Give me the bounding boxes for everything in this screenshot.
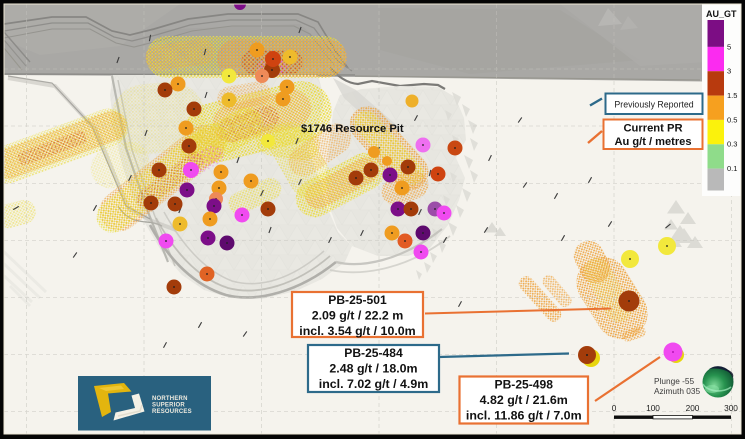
svg-text:Previously Reported: Previously Reported [614, 100, 693, 110]
svg-text:4.82 g/t / 21.6m: 4.82 g/t / 21.6m [480, 393, 568, 407]
svg-text:0.5: 0.5 [727, 115, 737, 124]
svg-text:Plunge -55: Plunge -55 [654, 376, 695, 386]
svg-text:Azimuth 035: Azimuth 035 [654, 386, 701, 396]
svg-text:$1746 Resource Pit: $1746 Resource Pit [301, 123, 404, 135]
svg-text:3: 3 [727, 67, 731, 76]
svg-text:0.1: 0.1 [727, 164, 737, 173]
svg-text:AU_GT: AU_GT [706, 9, 737, 19]
svg-text:0: 0 [612, 403, 617, 413]
svg-text:incl. 11.86 g/t / 7.0m: incl. 11.86 g/t / 7.0m [466, 409, 582, 423]
svg-text:incl. 7.02 g/t / 4.9m: incl. 7.02 g/t / 4.9m [319, 377, 429, 391]
svg-text:100: 100 [646, 403, 660, 413]
svg-text:1.5: 1.5 [727, 91, 737, 100]
svg-text:RESOURCES: RESOURCES [152, 409, 192, 415]
svg-text:PB-25-484: PB-25-484 [344, 346, 403, 360]
svg-text:5: 5 [727, 43, 731, 52]
svg-text:200: 200 [686, 403, 700, 413]
svg-text:SUPERIOR: SUPERIOR [152, 402, 185, 408]
svg-text:Current PR: Current PR [623, 123, 682, 135]
svg-text:PB-25-501: PB-25-501 [328, 293, 387, 307]
svg-text:PB-25-498: PB-25-498 [495, 378, 554, 392]
svg-text:300: 300 [724, 403, 738, 413]
svg-text:incl. 3.54 g/t / 10.0m: incl. 3.54 g/t / 10.0m [299, 324, 415, 338]
svg-text:2.48 g/t / 18.0m: 2.48 g/t / 18.0m [329, 362, 417, 376]
svg-text:NORTHERN: NORTHERN [152, 396, 188, 402]
svg-text:Au g/t / metres: Au g/t / metres [614, 136, 691, 148]
svg-text:2.09 g/t / 22.2 m: 2.09 g/t / 22.2 m [312, 309, 404, 323]
svg-text:0.3: 0.3 [727, 140, 737, 149]
